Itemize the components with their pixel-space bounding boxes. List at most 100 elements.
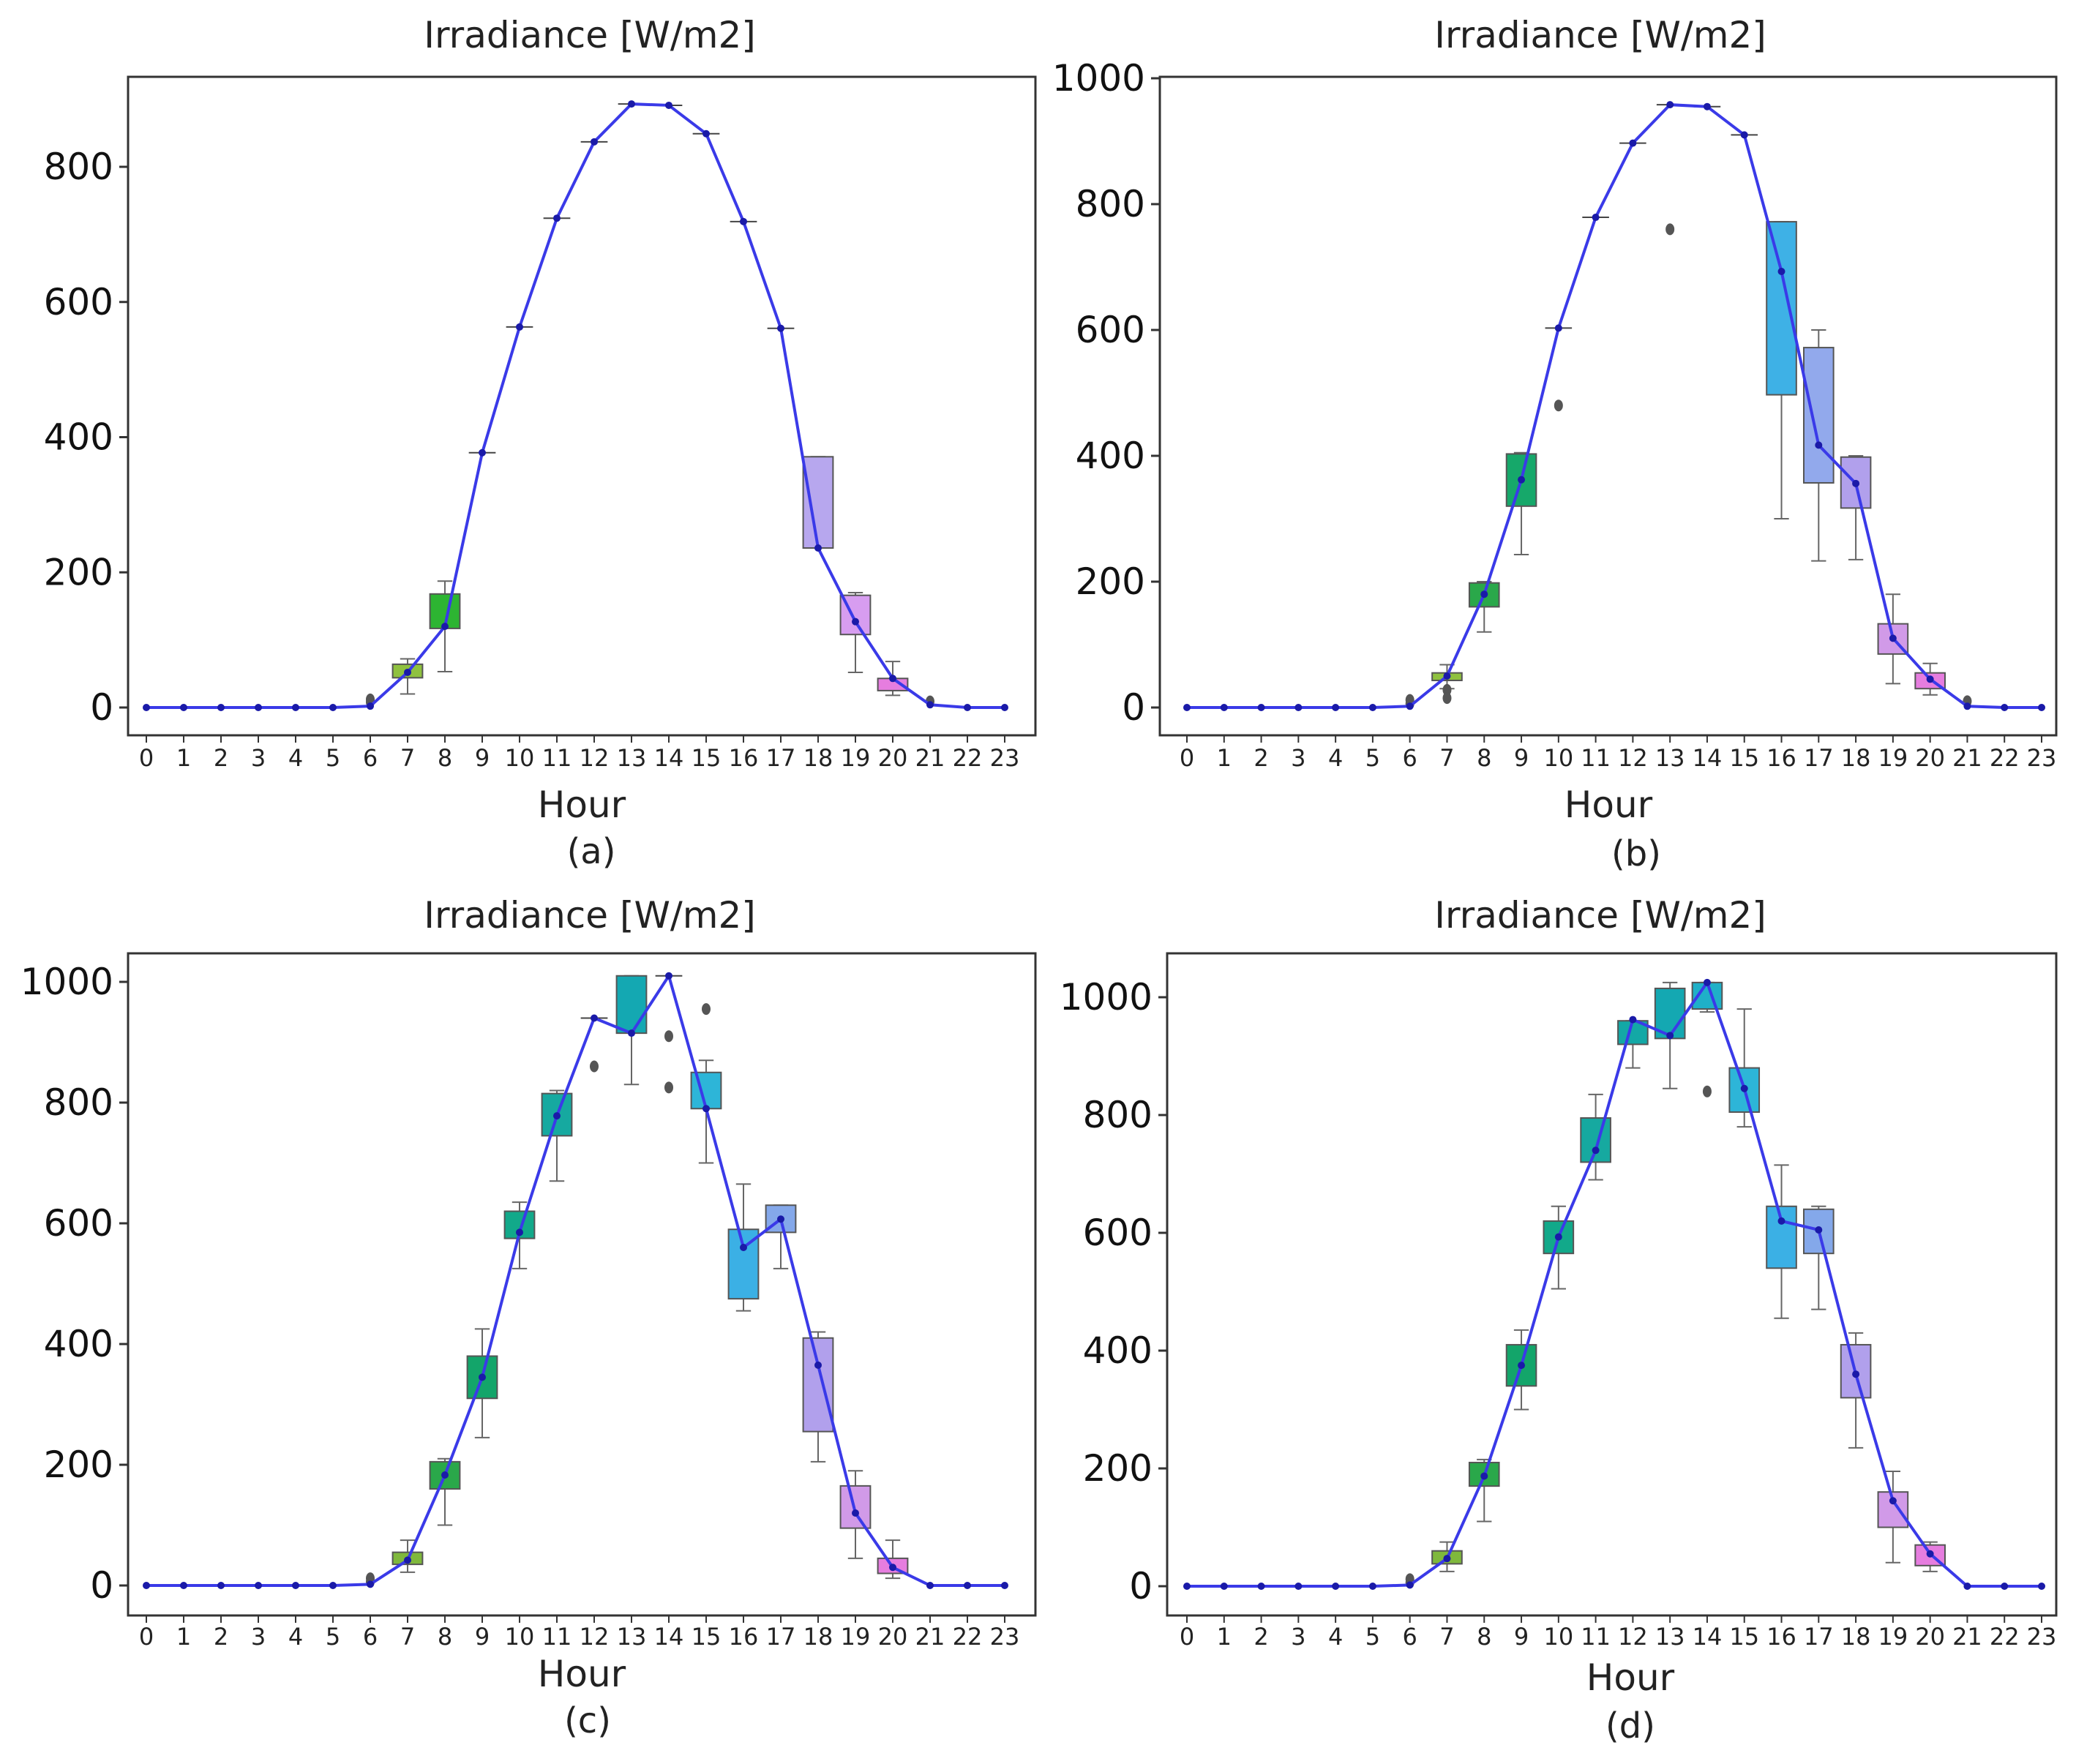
- panel-c-ytick-label-200: 200: [44, 1444, 113, 1486]
- panel-c-flier-4: [664, 1081, 673, 1094]
- panel-a-mean-point-23: [1001, 704, 1008, 711]
- panel-b-ytick-label-1000: 1000: [1052, 57, 1145, 100]
- panel-d-mean-point-10: [1554, 1233, 1562, 1241]
- panel-a-xtick-label-12: 12: [580, 744, 610, 772]
- panel-a-xtick-label-5: 5: [326, 744, 340, 772]
- panel-d-flier-2: [1702, 1085, 1712, 1097]
- panel-d-xtick-label-20: 20: [1915, 1623, 1945, 1651]
- panel-a-xtick-label-23: 23: [990, 744, 1020, 772]
- panel-c-xtick-label-6: 6: [363, 1623, 378, 1651]
- panel-c-box-11: [541, 1089, 573, 1182]
- panel-b-xlabel: Hour: [1565, 784, 1653, 826]
- panel-c-flier-5: [702, 1003, 711, 1016]
- panel-d-xtick-label-2: 2: [1254, 1623, 1268, 1651]
- panel-a-ytick-label-0: 0: [90, 686, 113, 729]
- panel-a-mean-point-13: [628, 100, 635, 108]
- panel-d-mean-point-2: [1257, 1583, 1265, 1590]
- panel-a-mean-point-5: [329, 704, 337, 711]
- panel-d-xtick-label-1: 1: [1217, 1623, 1232, 1651]
- panel-c-xtick-label-3: 3: [251, 1623, 266, 1651]
- panel-d-xtick-label-13: 13: [1655, 1623, 1685, 1651]
- panel-b-mean-point-3: [1294, 704, 1303, 711]
- panel-d-xlabel: Hour: [1586, 1656, 1675, 1699]
- panel-c-mean-point-12: [591, 1014, 598, 1022]
- panel-c-mean-point-15: [702, 1105, 710, 1113]
- panel-c-box-rect-18: [802, 1337, 834, 1433]
- panel-c-xtick-label-17: 17: [766, 1623, 796, 1651]
- panel-d-xtick-label-6: 6: [1403, 1623, 1417, 1651]
- panel-c-mean-point-0: [143, 1582, 150, 1589]
- panel-c-xtick-label-14: 14: [654, 1623, 684, 1651]
- panel-c-ytick-label-600: 600: [44, 1202, 113, 1245]
- panel-a-xtick-label-16: 16: [729, 744, 759, 772]
- panel-b-xtick-label-9: 9: [1514, 744, 1529, 772]
- panel-c-title: Irradiance [W/m2]: [424, 894, 756, 937]
- panel-d-xtick-label-21: 21: [1952, 1623, 1982, 1651]
- panel-d-xtick-label-23: 23: [2027, 1623, 2057, 1651]
- panel-b-flier-3: [1442, 692, 1452, 705]
- panel-a-xtick-label-15: 15: [692, 744, 722, 772]
- panel-d-box-11: [1580, 1093, 1611, 1181]
- panel-a-mean-point-4: [292, 704, 299, 711]
- panel-b-mean-point-0: [1183, 704, 1191, 711]
- panel-d-xtick-label-11: 11: [1581, 1623, 1611, 1651]
- panel-d-box-12: [1617, 1020, 1649, 1069]
- panel-d-xtick-label-19: 19: [1878, 1623, 1908, 1651]
- panel-b-mean-point-20: [1926, 675, 1934, 683]
- panel-a-xtick-label-22: 22: [953, 744, 983, 772]
- panel-c-mean-line: [146, 972, 1005, 1587]
- panel-a-xtick-label-6: 6: [363, 744, 378, 772]
- panel-a-mean-point-3: [255, 704, 262, 711]
- panel-b-box-18: [1840, 455, 1872, 560]
- panel-c-ytick-label-1000: 1000: [20, 961, 113, 1003]
- panel-a-xtick-label-7: 7: [400, 744, 415, 772]
- panel-a-title: Irradiance [W/m2]: [424, 14, 756, 56]
- panel-c-box-rect-11: [541, 1092, 573, 1137]
- panel-b-xtick-label-8: 8: [1477, 744, 1491, 772]
- panel-a-mean-point-1: [180, 704, 187, 711]
- panel-b-mean-point-9: [1518, 476, 1526, 484]
- panel-a-ytick-label-600: 600: [44, 281, 113, 323]
- panel-d-xtick-label-14: 14: [1693, 1623, 1723, 1651]
- panel-b-xtick-label-15: 15: [1729, 744, 1759, 772]
- panel-d-mean-point-23: [2038, 1583, 2045, 1590]
- panel-c-mean-point-18: [814, 1361, 822, 1369]
- panel-c-xtick-label-11: 11: [542, 1623, 572, 1651]
- panel-d-title: Irradiance [W/m2]: [1434, 894, 1766, 937]
- panel-b-xtick-label-7: 7: [1439, 744, 1454, 772]
- panel-d-xtick-label-4: 4: [1328, 1623, 1343, 1651]
- panel-b-xtick-label-0: 0: [1180, 744, 1194, 772]
- panel-c-flier-2: [590, 1060, 599, 1073]
- panel-c-xtick-label-22: 22: [953, 1623, 983, 1651]
- panel-d-caption: (d): [1605, 1705, 1655, 1746]
- panel-a-xtick-label-8: 8: [438, 744, 452, 772]
- panel-b-xtick-label-14: 14: [1693, 744, 1723, 772]
- panel-a-mean-point-10: [516, 323, 523, 331]
- panel-a-mean-point-0: [143, 704, 150, 711]
- panel-c-xtick-label-12: 12: [580, 1623, 610, 1651]
- panel-c-mean-point-19: [852, 1509, 859, 1517]
- panel-d-xtick-label-7: 7: [1439, 1623, 1454, 1651]
- panel-c-mean-point-14: [665, 972, 672, 980]
- panel-a-mean-point-15: [702, 130, 710, 138]
- panel-b-mean-point-16: [1777, 268, 1785, 276]
- panel-a-xtick-label-0: 0: [139, 744, 154, 772]
- panel-d-xtick-label-17: 17: [1804, 1623, 1834, 1651]
- panel-b-xtick-label-17: 17: [1804, 744, 1834, 772]
- panel-d-xtick-label-16: 16: [1766, 1623, 1796, 1651]
- panel-c-mean-point-5: [329, 1582, 337, 1589]
- panel-a-xtick-label-11: 11: [542, 744, 572, 772]
- panel-d-ytick-label-800: 800: [1083, 1094, 1153, 1136]
- panel-b-box-rect-16: [1766, 221, 1797, 396]
- panel-c-ytick-label-0: 0: [90, 1564, 113, 1607]
- panel-d-box-rect-11: [1580, 1117, 1611, 1163]
- panel-b-xtick-label-12: 12: [1618, 744, 1648, 772]
- panel-b-box-16: [1766, 221, 1797, 519]
- panel-c-mean-point-1: [180, 1582, 187, 1589]
- panel-a-mean-point-19: [852, 618, 859, 626]
